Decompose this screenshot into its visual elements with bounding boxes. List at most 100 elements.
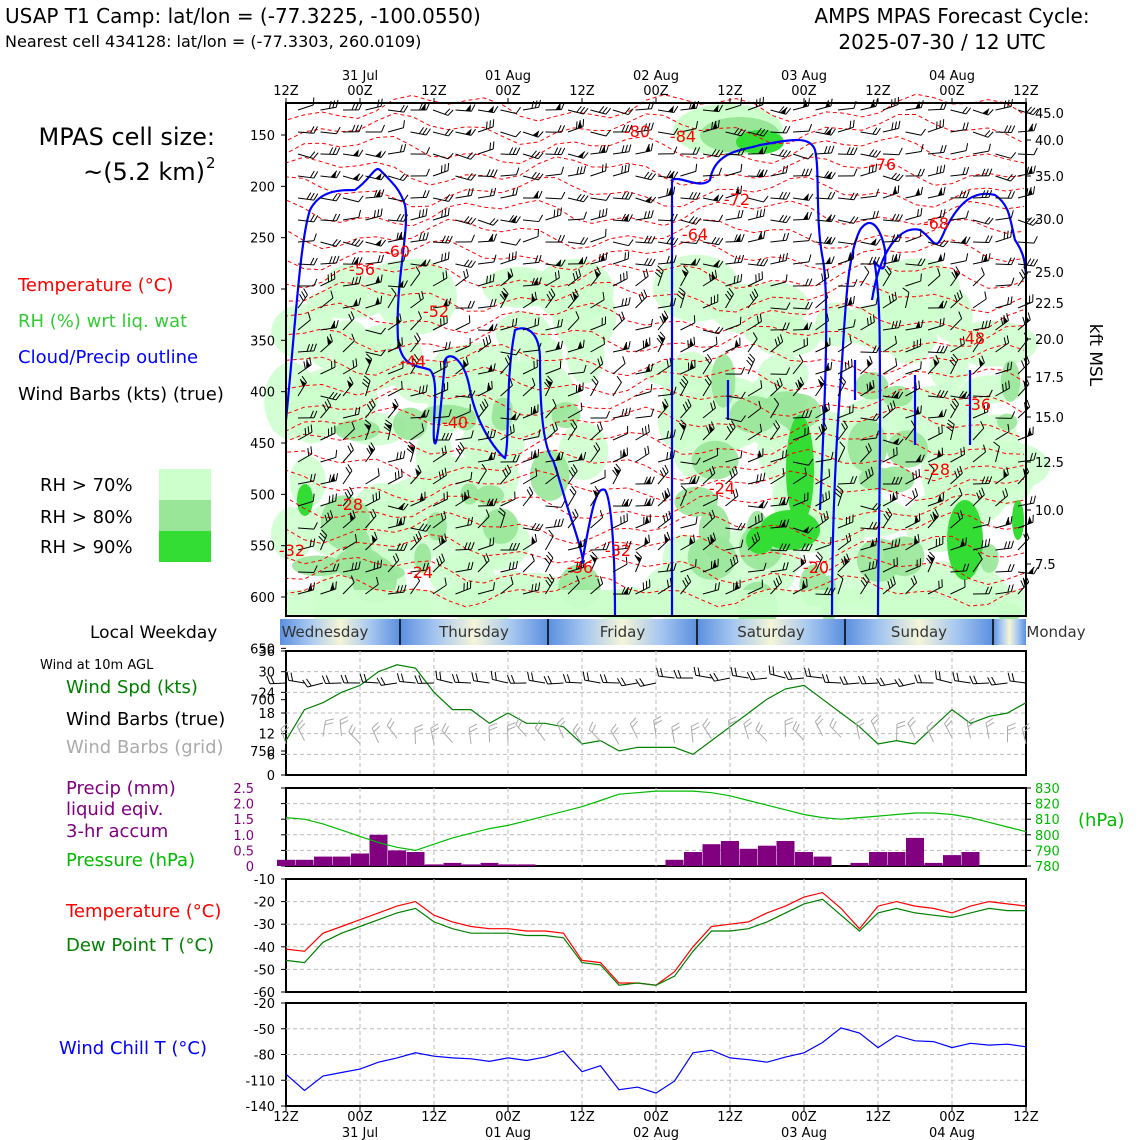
wind-barb-feather <box>830 536 832 545</box>
wind-barb <box>927 447 944 463</box>
wind-barb-feather <box>921 454 925 462</box>
wind-barb-feather <box>1006 173 1013 181</box>
wind-barb-feather <box>485 336 489 345</box>
kft-tick-label: 17.5 <box>1035 371 1064 386</box>
wind-barb-feather <box>467 517 470 526</box>
pressure-tick-label: 450 <box>250 437 275 452</box>
wind-barb-staff <box>680 271 689 287</box>
wind-barb-staff <box>477 329 495 332</box>
wind-barb <box>522 277 542 287</box>
wind-barb-staff <box>725 417 742 423</box>
wind-barb-feather <box>426 146 431 155</box>
wind-barb-feather <box>650 122 654 131</box>
wind-barb <box>387 468 403 485</box>
precip-bar <box>462 864 480 866</box>
wind-barb-feather <box>667 487 671 496</box>
wind-barb-feather <box>746 359 753 367</box>
temperature-label: -44 <box>400 352 426 371</box>
wind-barb-feather <box>418 233 422 241</box>
wind-barb <box>432 163 450 177</box>
wind-barb-staff <box>657 262 674 265</box>
wind-barb-staff <box>342 216 359 221</box>
wind-barb <box>455 338 471 353</box>
wind-barb <box>972 538 991 551</box>
wind-barb <box>387 502 409 511</box>
wind-barb-feather <box>419 102 423 111</box>
wind-barb-feather <box>778 497 783 506</box>
wind-barb-feather <box>621 298 624 307</box>
wind-barb-feather <box>638 294 643 302</box>
wind-barb <box>590 316 607 331</box>
wind-barb-pennant <box>757 449 762 459</box>
wind-barb <box>815 421 828 441</box>
wind-barb <box>747 400 762 419</box>
wind-barb-feather <box>534 172 541 180</box>
wind-barb-feather <box>599 421 603 430</box>
wind-barb-pennant <box>531 293 536 303</box>
wind-barb <box>747 500 769 509</box>
wind-barb-feather <box>823 127 830 135</box>
wind-barb-feather <box>415 533 420 542</box>
wind-barb <box>477 381 493 397</box>
wind-barb-pennant <box>577 151 585 159</box>
wind-barb <box>702 119 720 133</box>
wind-barb-feather <box>940 345 945 353</box>
wind-barb-pennant <box>352 149 359 157</box>
wind-barb-feather <box>647 424 650 433</box>
wind-barb-staff <box>882 153 900 156</box>
wind-barb-pennant <box>555 259 562 267</box>
wind-barb-feather <box>853 319 856 327</box>
wind-barb <box>702 294 719 309</box>
wind-barb <box>792 376 805 397</box>
wind-barb <box>950 190 970 199</box>
wind-barb-feather <box>544 381 550 389</box>
top-hour-label: 00Z <box>791 84 817 99</box>
wind-barb-feather <box>552 398 557 407</box>
wind-barb-staff <box>725 426 736 441</box>
wind-barb-feather <box>763 230 766 239</box>
wind-barb-feather <box>605 107 612 115</box>
wind-barb-staff <box>522 153 539 160</box>
wind-barb-feather <box>939 537 941 546</box>
wind-barb-staff <box>500 361 512 375</box>
wind-barb-feather <box>942 317 945 326</box>
wind-barb <box>410 523 431 532</box>
wind-barb <box>792 168 813 177</box>
wind-barb-feather <box>1029 258 1035 266</box>
wind-barb-feather <box>508 253 511 262</box>
wind-barb-feather <box>560 207 562 216</box>
wind-barb-feather <box>310 257 315 265</box>
wind-barb-feather <box>441 253 443 262</box>
wind-barb <box>500 317 518 331</box>
wind-barb-feather <box>852 404 854 413</box>
kft-tick-label: 45.0 <box>1035 107 1064 122</box>
wind-barb-feather <box>394 398 399 406</box>
wind-barb-feather <box>648 534 650 543</box>
wind-barb-staff <box>725 457 742 463</box>
wind-barb-pennant <box>689 338 694 348</box>
wind-barb-staff <box>410 339 421 353</box>
wind-barb-feather <box>380 254 385 263</box>
wind-barb-staff <box>612 258 629 265</box>
bottom-hour-label: 00Z <box>791 1110 817 1125</box>
wind-barb-feather <box>669 430 673 438</box>
wind-barb <box>770 397 780 419</box>
wind-barb-feather <box>706 375 712 383</box>
wind-barb-staff <box>972 109 989 116</box>
temperature-label: -28 <box>924 460 950 479</box>
wind-barb <box>612 124 633 133</box>
wind-barb-feather <box>538 342 542 351</box>
wind-barb-feather <box>876 345 881 353</box>
wind-barb-feather <box>773 397 780 405</box>
temperature-axis-tick-label: -30 <box>254 918 275 933</box>
wind-barb-feather <box>417 311 422 319</box>
wind-barb-staff <box>567 515 579 529</box>
wind-barb <box>500 412 521 421</box>
wind-barb <box>792 322 813 331</box>
wind-barb-pennant <box>914 536 919 545</box>
wind-barb-pennant <box>487 323 494 331</box>
wind-barb-feather <box>444 252 447 261</box>
wind-barb-feather <box>623 272 625 281</box>
wind-barb-feather <box>471 300 475 309</box>
wind-barb-feather <box>547 551 554 559</box>
